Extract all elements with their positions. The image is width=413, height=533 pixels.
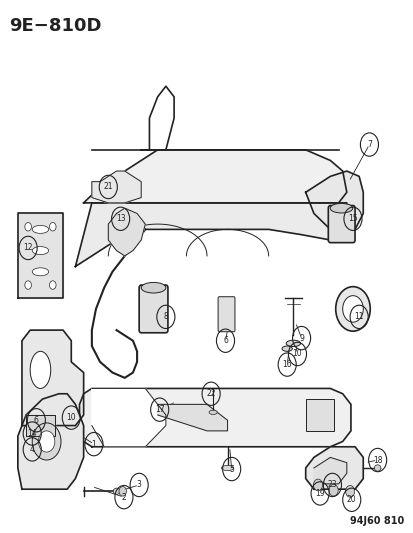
Text: 19: 19 bbox=[315, 489, 324, 498]
Text: 14: 14 bbox=[27, 429, 37, 438]
Text: 3: 3 bbox=[136, 480, 141, 489]
Text: 23: 23 bbox=[327, 480, 337, 489]
FancyBboxPatch shape bbox=[305, 399, 334, 431]
Polygon shape bbox=[22, 330, 83, 425]
Text: 20: 20 bbox=[346, 495, 356, 504]
Text: 10: 10 bbox=[66, 413, 76, 422]
Ellipse shape bbox=[373, 465, 380, 471]
Polygon shape bbox=[83, 150, 346, 203]
Polygon shape bbox=[313, 457, 346, 484]
Circle shape bbox=[25, 222, 31, 231]
Ellipse shape bbox=[141, 282, 166, 293]
Text: 7: 7 bbox=[366, 140, 371, 149]
Polygon shape bbox=[18, 214, 63, 298]
Text: 21: 21 bbox=[103, 182, 113, 191]
Text: 11: 11 bbox=[354, 312, 363, 321]
Polygon shape bbox=[92, 171, 141, 203]
Ellipse shape bbox=[32, 247, 49, 255]
FancyBboxPatch shape bbox=[139, 285, 168, 333]
Polygon shape bbox=[75, 203, 346, 266]
Ellipse shape bbox=[32, 268, 49, 276]
Text: 5: 5 bbox=[229, 465, 233, 473]
Circle shape bbox=[328, 484, 337, 496]
Ellipse shape bbox=[281, 346, 292, 351]
Text: 4: 4 bbox=[30, 445, 35, 454]
Circle shape bbox=[50, 222, 56, 231]
Ellipse shape bbox=[209, 410, 217, 415]
Circle shape bbox=[345, 486, 354, 497]
Text: 94J60 810: 94J60 810 bbox=[349, 516, 404, 526]
Ellipse shape bbox=[285, 340, 300, 346]
Text: 1: 1 bbox=[91, 440, 96, 449]
Circle shape bbox=[342, 296, 362, 322]
Circle shape bbox=[335, 287, 369, 331]
Text: 15: 15 bbox=[347, 214, 357, 223]
Text: 17: 17 bbox=[154, 405, 164, 414]
Text: 22: 22 bbox=[206, 389, 215, 398]
Text: 12: 12 bbox=[23, 244, 33, 253]
Ellipse shape bbox=[221, 465, 233, 471]
Circle shape bbox=[313, 479, 322, 491]
Polygon shape bbox=[18, 394, 83, 489]
Text: 9: 9 bbox=[299, 334, 303, 343]
Ellipse shape bbox=[32, 225, 49, 233]
Polygon shape bbox=[157, 405, 227, 431]
FancyBboxPatch shape bbox=[218, 297, 235, 332]
Text: 10: 10 bbox=[292, 350, 301, 359]
Text: 2: 2 bbox=[121, 492, 126, 502]
Text: 9E−810D: 9E−810D bbox=[9, 17, 102, 35]
Text: 6: 6 bbox=[34, 416, 39, 425]
Polygon shape bbox=[92, 389, 166, 447]
Polygon shape bbox=[26, 415, 55, 436]
Polygon shape bbox=[305, 447, 362, 489]
FancyBboxPatch shape bbox=[328, 206, 354, 243]
Text: 8: 8 bbox=[163, 312, 168, 321]
Polygon shape bbox=[305, 171, 362, 235]
Ellipse shape bbox=[32, 423, 61, 460]
Text: 18: 18 bbox=[372, 456, 382, 465]
Ellipse shape bbox=[30, 351, 51, 389]
Ellipse shape bbox=[329, 204, 352, 213]
Text: 13: 13 bbox=[116, 214, 125, 223]
Circle shape bbox=[25, 281, 31, 289]
Polygon shape bbox=[79, 389, 350, 447]
Polygon shape bbox=[108, 208, 145, 256]
Text: 16: 16 bbox=[282, 360, 291, 369]
Circle shape bbox=[119, 487, 126, 496]
Ellipse shape bbox=[113, 488, 119, 495]
Text: 6: 6 bbox=[223, 336, 228, 345]
Circle shape bbox=[50, 281, 56, 289]
Ellipse shape bbox=[38, 431, 55, 452]
